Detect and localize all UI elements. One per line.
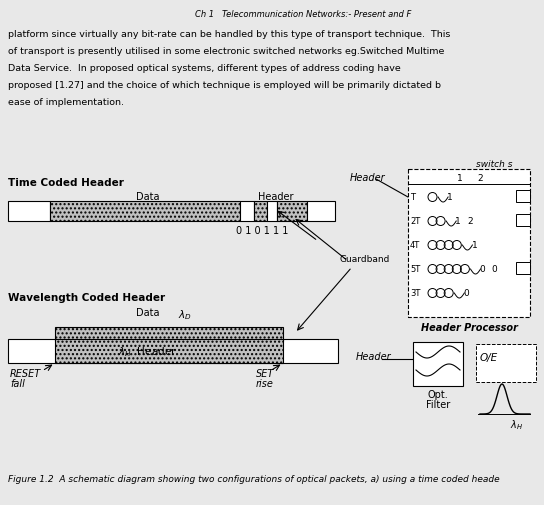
Bar xyxy=(307,201,335,222)
Bar xyxy=(254,201,267,222)
Text: Data: Data xyxy=(136,308,160,317)
Text: 1: 1 xyxy=(457,174,463,183)
Bar xyxy=(476,344,536,382)
Text: Figure 1.2  A schematic diagram showing two configurations of optical packets, a: Figure 1.2 A schematic diagram showing t… xyxy=(8,474,499,483)
Text: SET: SET xyxy=(256,368,274,378)
Bar xyxy=(413,342,463,386)
Text: fall: fall xyxy=(10,378,25,388)
Text: 3T: 3T xyxy=(410,288,421,297)
Text: 0: 0 xyxy=(463,288,469,297)
Text: of transport is presently utilised in some electronic switched networks eg.Switc: of transport is presently utilised in so… xyxy=(8,47,444,56)
Text: $\lambda_D$: $\lambda_D$ xyxy=(178,308,192,321)
Text: Ch 1   Telecommunication Networks:- Present and F: Ch 1 Telecommunication Networks:- Presen… xyxy=(195,10,411,19)
Text: 0 1 0 1 1 1: 0 1 0 1 1 1 xyxy=(236,226,288,235)
Bar xyxy=(8,201,50,222)
Text: Wavelength Coded Header: Wavelength Coded Header xyxy=(8,292,165,302)
Text: T: T xyxy=(410,192,415,201)
Text: RESET: RESET xyxy=(10,368,41,378)
Text: Guardband: Guardband xyxy=(340,255,391,264)
Text: ease of implementation.: ease of implementation. xyxy=(8,98,124,107)
Text: 5T: 5T xyxy=(410,264,421,273)
Text: O/E: O/E xyxy=(480,352,498,362)
Text: switch s: switch s xyxy=(476,160,512,169)
Text: rise: rise xyxy=(256,378,274,388)
Bar xyxy=(267,201,277,222)
Text: Header: Header xyxy=(258,191,294,201)
Text: 0: 0 xyxy=(492,264,497,273)
Bar xyxy=(277,201,307,222)
Text: 1: 1 xyxy=(455,216,461,225)
Text: Header: Header xyxy=(356,351,392,361)
Bar xyxy=(516,190,530,203)
Bar xyxy=(516,263,530,274)
Text: Filter: Filter xyxy=(426,399,450,409)
Bar xyxy=(50,201,240,222)
Text: 1: 1 xyxy=(472,240,477,249)
Text: 1: 1 xyxy=(447,192,453,201)
Text: $\lambda_H$  Header: $\lambda_H$ Header xyxy=(118,344,177,358)
Bar xyxy=(8,339,338,363)
Text: Data: Data xyxy=(136,191,160,201)
Text: Data Service.  In proposed optical systems, different types of address coding ha: Data Service. In proposed optical system… xyxy=(8,64,401,73)
Text: 4T: 4T xyxy=(410,240,421,249)
Text: $\lambda_H$: $\lambda_H$ xyxy=(510,417,523,431)
Text: Time Coded Header: Time Coded Header xyxy=(8,178,124,188)
Text: Header Processor: Header Processor xyxy=(421,322,517,332)
Bar xyxy=(55,339,283,363)
Bar xyxy=(55,327,283,341)
Text: 2: 2 xyxy=(477,174,483,183)
Text: 2T: 2T xyxy=(410,216,421,225)
Text: proposed [1.27] and the choice of which technique is employed will be primarily : proposed [1.27] and the choice of which … xyxy=(8,81,441,90)
Text: 0: 0 xyxy=(480,264,485,273)
Bar xyxy=(408,170,530,317)
Text: platform since virtually any bit-rate can be handled by this type of transport t: platform since virtually any bit-rate ca… xyxy=(8,30,450,39)
Text: Opt.: Opt. xyxy=(428,389,448,399)
Bar xyxy=(240,201,254,222)
Bar xyxy=(516,215,530,227)
Text: 2: 2 xyxy=(467,216,473,225)
Text: Header: Header xyxy=(350,173,386,183)
